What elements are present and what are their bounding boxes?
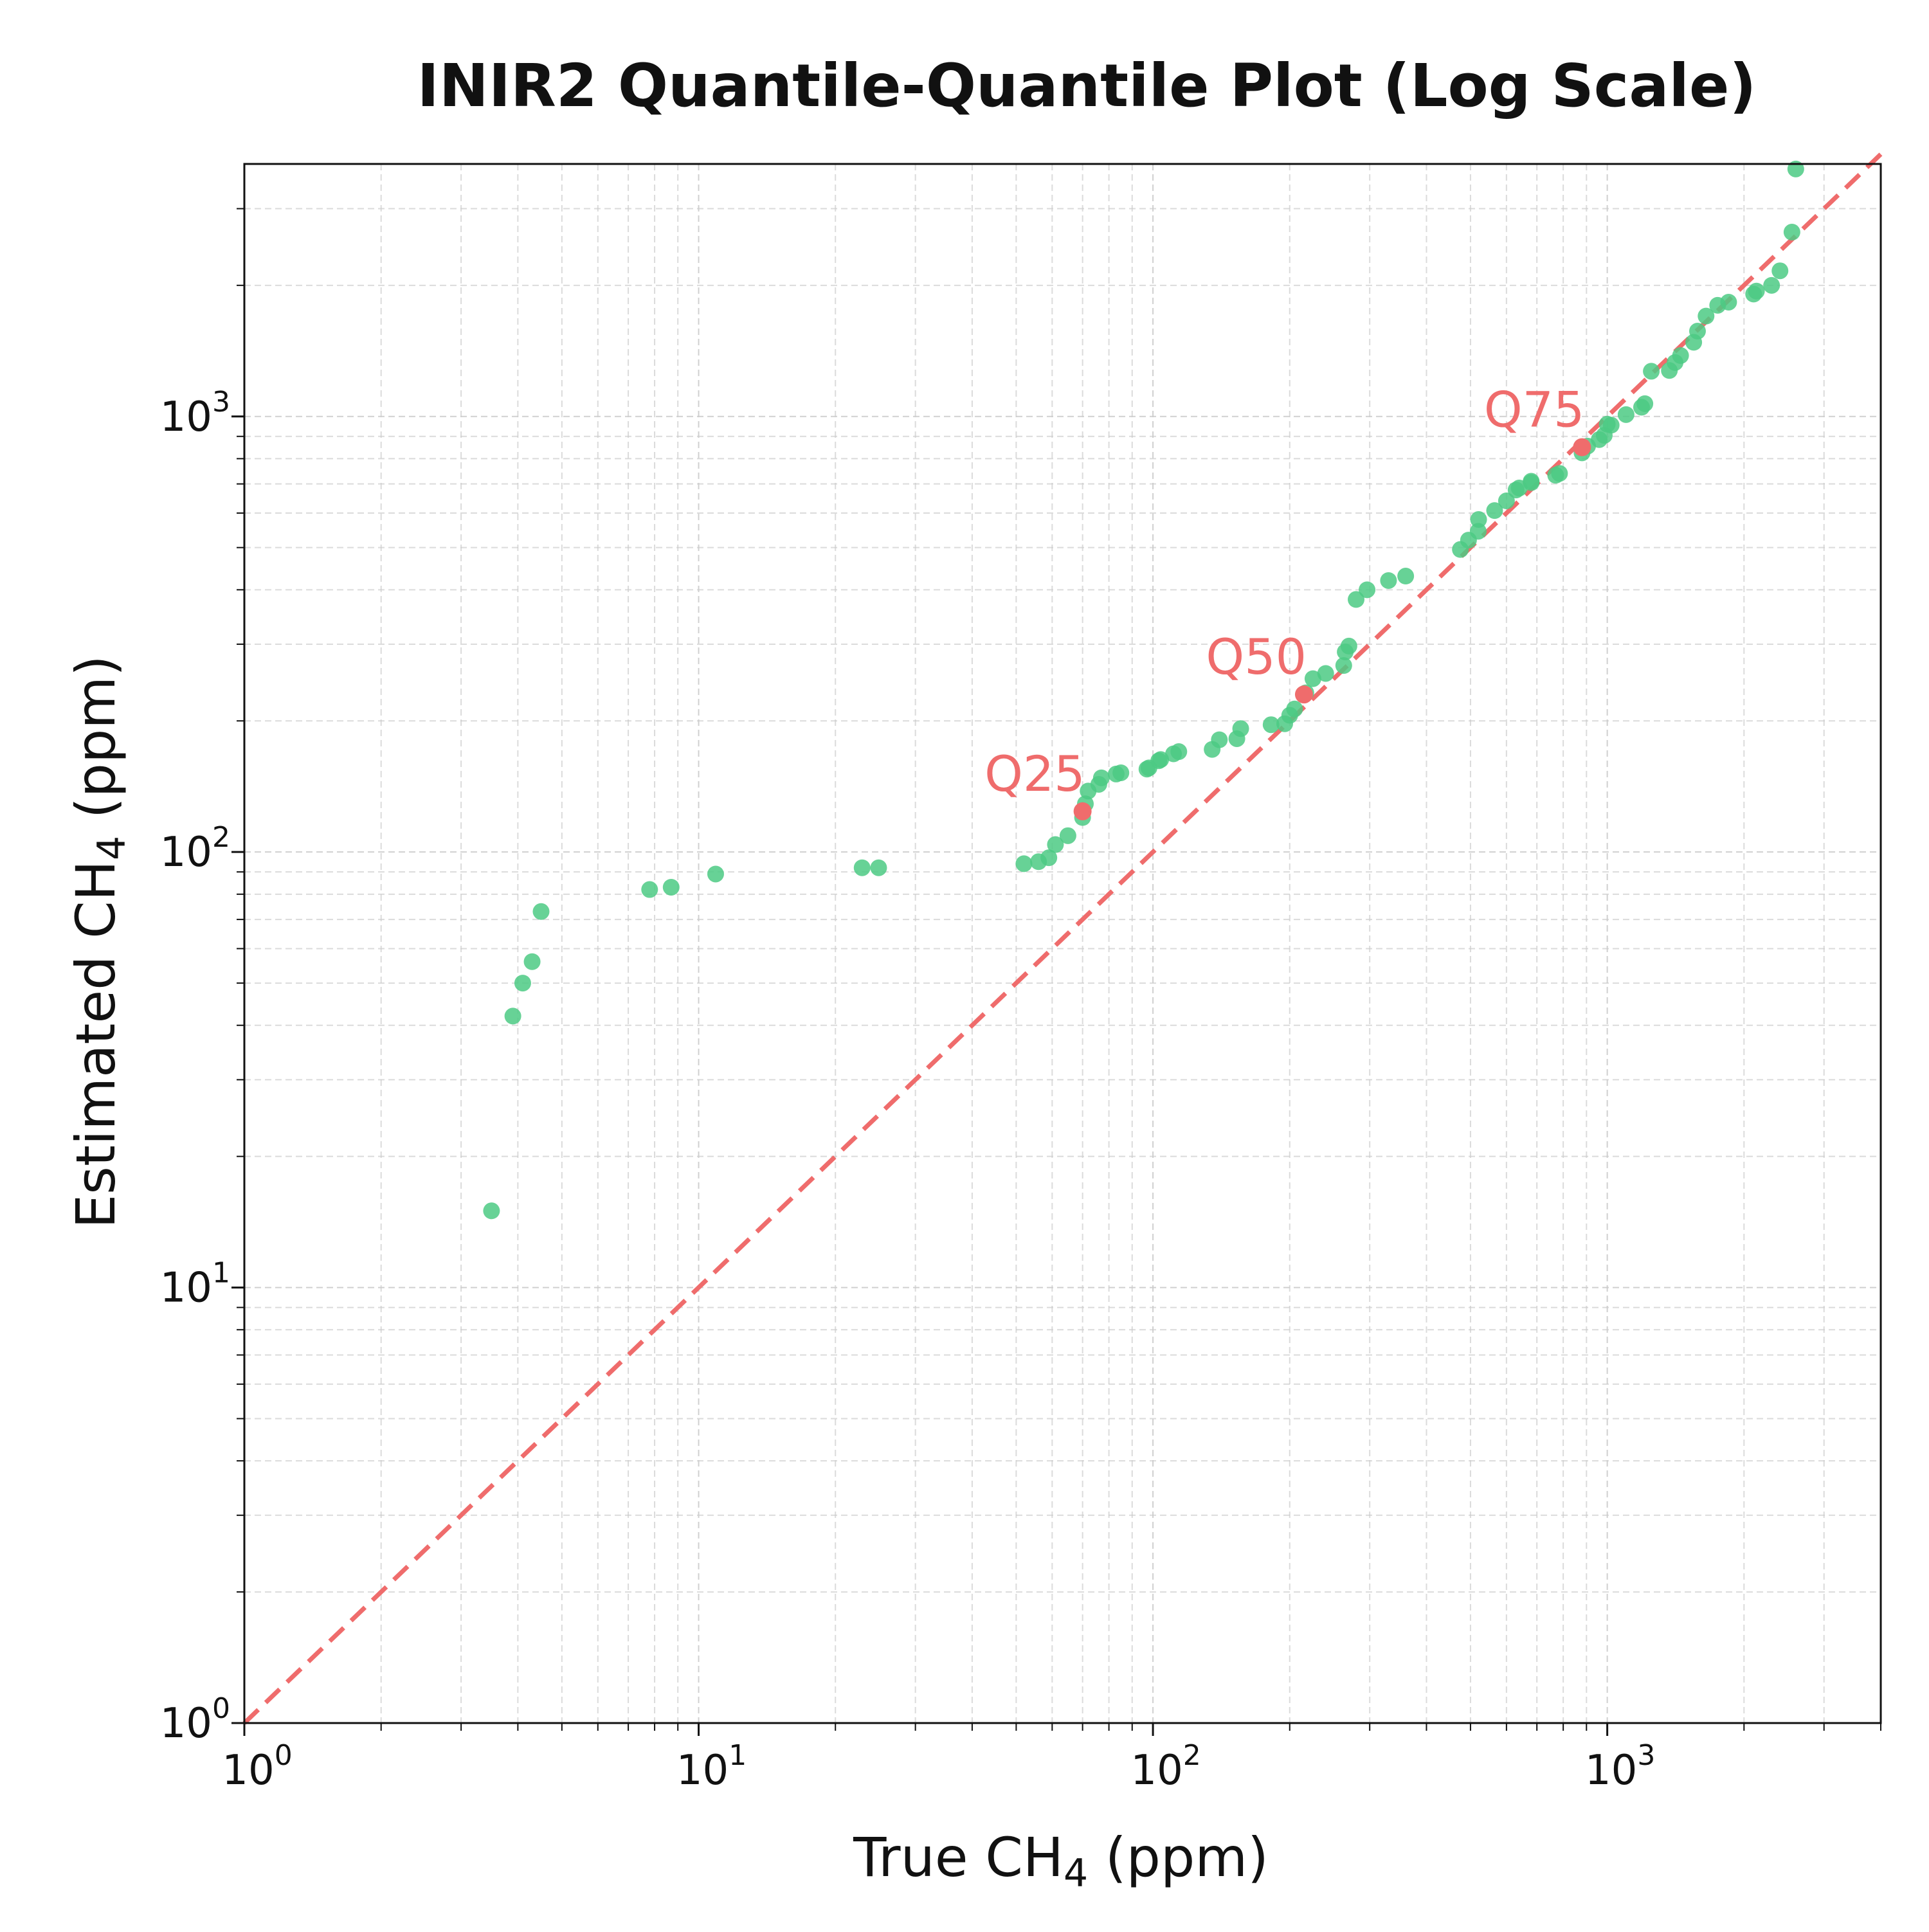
- data-point: [1523, 473, 1540, 490]
- quartile-label: Q75: [1484, 381, 1585, 438]
- quartile-point: [1294, 685, 1313, 704]
- data-point: [523, 953, 541, 970]
- data-point: [1047, 836, 1064, 853]
- data-point: [1397, 568, 1415, 585]
- data-point: [1112, 764, 1130, 781]
- data-point: [1783, 224, 1800, 241]
- data-point: [1598, 415, 1616, 433]
- ticks-layer: 100 101 102 103 100 101 102 103: [160, 208, 1881, 1794]
- data-point: [870, 859, 887, 876]
- data-point: [1720, 293, 1737, 311]
- data-point: [853, 859, 871, 876]
- data-point: [1015, 855, 1033, 872]
- quartile-layer: Q25 Q50 Q75: [984, 381, 1591, 820]
- data-point: [504, 1007, 521, 1025]
- data-point: [707, 865, 724, 883]
- x-tick-label: 101: [676, 1739, 747, 1794]
- identity-reference-line: [242, 152, 1883, 1725]
- data-point: [1486, 502, 1503, 519]
- quartile-point: [1573, 438, 1591, 456]
- x-tick-label: 100: [222, 1739, 292, 1794]
- y-tick-label: 103: [160, 386, 230, 441]
- data-point: [514, 975, 531, 992]
- data-point: [1059, 827, 1076, 844]
- data-point: [1470, 511, 1487, 528]
- data-point: [1359, 581, 1376, 599]
- y-tick-label: 101: [160, 1257, 230, 1312]
- x-axis-label: True CH4 (ppm): [853, 1826, 1269, 1896]
- data-point: [1698, 307, 1715, 325]
- y-tick-label: 102: [160, 821, 230, 876]
- data-point: [1262, 716, 1280, 734]
- quartile-label: Q25: [984, 745, 1085, 802]
- quartile-label: Q50: [1206, 628, 1307, 685]
- data-point: [1617, 406, 1635, 423]
- data-point: [1152, 751, 1170, 768]
- data-point: [1340, 637, 1357, 655]
- data-point: [1211, 731, 1228, 748]
- data-point: [1232, 720, 1249, 737]
- x-tick-label: 103: [1585, 1739, 1655, 1794]
- data-point: [1636, 395, 1654, 412]
- reference-line-layer: [242, 152, 1883, 1725]
- data-point: [532, 903, 550, 920]
- data-point: [1286, 700, 1303, 718]
- grid: [244, 164, 1881, 1724]
- data-point: [1335, 657, 1352, 674]
- chart-title: INIR2 Quantile-Quantile Plot (Log Scale): [417, 51, 1757, 120]
- y-axis-label: Estimated CH4 (ppm): [64, 655, 134, 1229]
- data-point: [641, 881, 658, 898]
- data-point: [1763, 276, 1780, 294]
- data-point: [1672, 347, 1689, 364]
- data-point: [1317, 665, 1334, 682]
- quartile-point: [1073, 802, 1092, 820]
- data-point: [1689, 323, 1706, 340]
- data-point: [1092, 769, 1110, 786]
- data-point: [1748, 282, 1765, 300]
- data-point: [1643, 363, 1660, 380]
- data-point: [1304, 670, 1321, 687]
- plot-frame: [243, 163, 1882, 1724]
- data-point: [1771, 262, 1789, 280]
- data-point: [483, 1202, 500, 1220]
- data-point: [1040, 849, 1058, 867]
- data-point: [1469, 523, 1487, 540]
- data-point: [1498, 492, 1515, 510]
- data-point: [1380, 572, 1397, 589]
- data-point: [662, 878, 680, 896]
- x-tick-label: 102: [1130, 1739, 1200, 1794]
- data-point: [1170, 743, 1188, 761]
- data-point: [1348, 591, 1365, 608]
- y-tick-label: 100: [160, 1692, 230, 1747]
- data-point: [1551, 465, 1568, 482]
